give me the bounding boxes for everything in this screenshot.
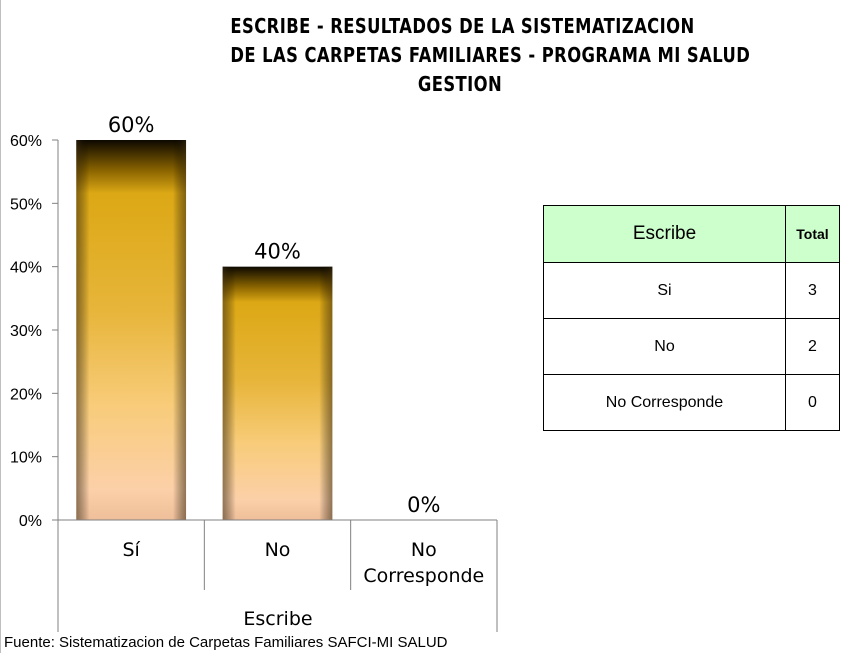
title-line-3: GESTION — [417, 72, 503, 96]
title-line-1: ESCRIBE - RESULTADOS DE LA SISTEMATIZACI… — [230, 14, 695, 38]
chart-title: ESCRIBE - RESULTADOS DE LA SISTEMATIZACI… — [230, 12, 751, 99]
bar-shade — [222, 266, 333, 520]
row-1-total: 3 — [785, 262, 840, 319]
y-tick-label: 40% — [10, 260, 42, 277]
data-label: 60% — [108, 113, 155, 137]
y-tick-label: 60% — [10, 133, 42, 150]
row-3-label: No Corresponde — [543, 374, 786, 431]
table-row: No Corresponde 0 — [543, 374, 840, 431]
table-row: Si 3 — [543, 262, 840, 319]
bar-shade — [76, 140, 187, 520]
row-3-total: 0 — [785, 374, 840, 431]
x-tick-label: No — [265, 539, 291, 561]
data-label: 0% — [407, 493, 440, 517]
row-1-label: Si — [543, 262, 786, 319]
bars: 60% 40% 0% — [76, 113, 440, 520]
source-note: Fuente: Sistematizacion de Carpetas Fami… — [4, 634, 448, 651]
x-tick-label: Sí — [122, 539, 140, 561]
header-total: Total — [785, 205, 840, 263]
row-2-total: 2 — [785, 318, 840, 375]
row-2-label: No — [543, 318, 786, 375]
summary-table: Escribe Total Si 3 No 2 No Corresponde 0 — [543, 205, 840, 431]
y-tick-label: 0% — [19, 513, 42, 530]
x-axis: Sí No No Corresponde — [57, 519, 498, 632]
y-axis: 0% 10% 20% 30% 40% 50% 60% — [10, 133, 59, 530]
table-header-row: Escribe Total — [543, 205, 840, 263]
x-axis-title: Escribe — [243, 608, 312, 630]
x-tick-label: No Corresponde — [363, 539, 484, 587]
y-tick-label: 20% — [10, 386, 42, 403]
header-escribe: Escribe — [543, 205, 786, 263]
y-tick-label: 30% — [10, 323, 42, 340]
title-line-2: DE LAS CARPETAS FAMILIARES - PROGRAMA MI… — [230, 43, 751, 67]
left-border — [0, 0, 1, 653]
y-tick-label: 50% — [10, 196, 42, 213]
table-row: No 2 — [543, 318, 840, 375]
data-label: 40% — [254, 240, 301, 264]
y-tick-label: 10% — [10, 450, 42, 467]
